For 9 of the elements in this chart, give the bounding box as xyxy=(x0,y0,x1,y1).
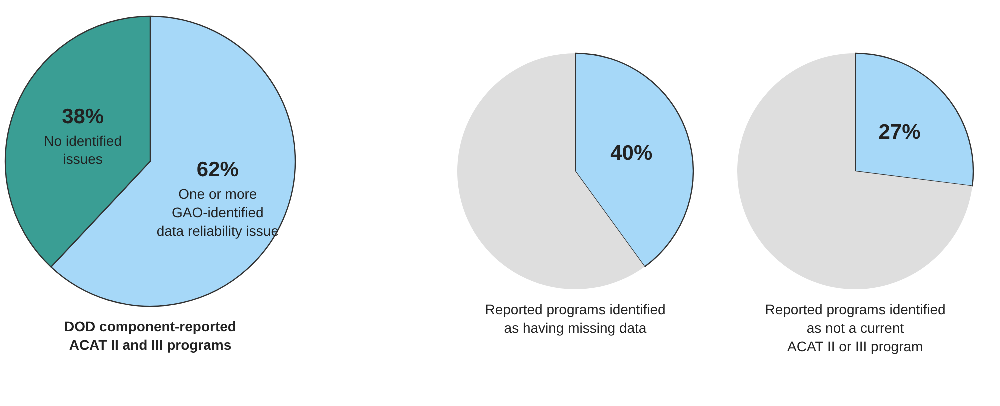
data-label: 38% xyxy=(62,105,104,128)
text: DOD component-reported ACAT II and III programs xyxy=(64,318,236,353)
slice-label: No identified issues xyxy=(44,132,122,168)
text: Reported programs identified as not a current ACAT II or III program xyxy=(765,302,946,354)
text: Reported programs identified as having missing data xyxy=(485,302,666,336)
data-label: 40% xyxy=(610,142,653,165)
data-label: 62% xyxy=(196,158,240,182)
data-label: 27% xyxy=(878,120,922,144)
slice-label: One or more GAO-identified data reliability issue xyxy=(156,186,280,239)
